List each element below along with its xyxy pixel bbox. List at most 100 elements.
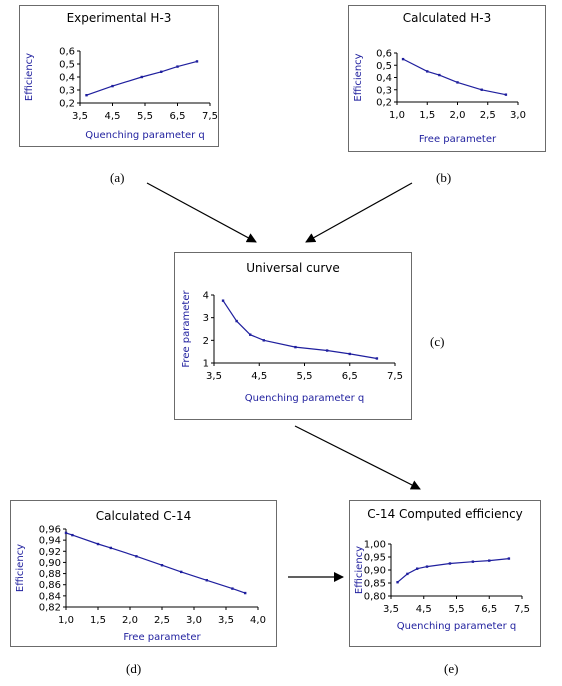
x-tick-label: 4,5 [251, 371, 267, 382]
y-tick-label: 3 [203, 313, 209, 324]
data-point [96, 542, 100, 546]
data-point [71, 533, 74, 537]
x-axis-label: Quenching parameter q [245, 393, 365, 404]
panel-a-box: Experimental H-3 0,2 0,3 0,4 0,5 0,6 3,5 4,5 5,… [19, 5, 219, 147]
data-point [85, 94, 88, 97]
series-line [402, 58, 507, 96]
x-tick-label: 7,5 [202, 111, 218, 122]
panel-c-title: Universal curve [246, 261, 340, 275]
x-tick-label: 3,5 [383, 604, 399, 615]
data-point [488, 559, 491, 562]
x-tick-label: 4,5 [105, 111, 121, 122]
data-point [180, 570, 183, 574]
x-tick-label: 2,5 [480, 110, 496, 121]
panel-b-title: Calculated H-3 [402, 11, 492, 25]
arrow-a-to-c [146, 182, 257, 243]
data-point [448, 562, 452, 565]
data-point [205, 579, 208, 582]
data-point [64, 531, 68, 535]
y-tick-label: 0,6 [59, 47, 75, 58]
panel-c-box: Universal curve 1 2 3 4 3,5 4,5 5,5 6,5 7,5 Quenc… [174, 252, 412, 420]
y-tick-label: 0,5 [376, 61, 392, 72]
y-tick-label: 0,4 [59, 73, 75, 84]
x-tick-label: 1,5 [90, 615, 106, 626]
data-point [456, 81, 459, 84]
y-axis-label: Efficiency [15, 544, 26, 592]
data-point [135, 555, 138, 558]
data-point [160, 564, 164, 567]
data-point [221, 299, 225, 302]
data-point [262, 339, 265, 342]
y-tick-label: 0,2 [376, 98, 392, 109]
x-tick-label: 2,0 [122, 615, 138, 626]
y-tick-label: 0,82 [39, 603, 61, 614]
x-tick-label: 7,5 [514, 604, 530, 615]
data-point [109, 546, 112, 550]
x-tick-label: 3,5 [72, 111, 88, 122]
x-axis-label: Free parameter [123, 632, 201, 643]
x-tick-label: 7,5 [387, 371, 403, 382]
data-point [375, 357, 379, 360]
data-point [426, 70, 429, 73]
x-tick-label: 3,5 [218, 615, 234, 626]
panel-e-chart: 0,80 0,85 0,90 0,95 1,00 3,5 4,5 5,5 6,5 7,5 Quenc… [354, 540, 530, 633]
x-tick-label: 2,5 [154, 615, 170, 626]
x-axis-label: Quenching parameter q [397, 621, 517, 632]
panel-b-box: Calculated H-3 0,2 0,3 0,4 0,5 0,6 1,0 1,5 2,0 2… [348, 5, 546, 152]
label-c: (c) [430, 334, 445, 349]
y-tick-label: 0,94 [39, 536, 61, 547]
y-tick-label: 2 [203, 336, 209, 347]
data-point [140, 75, 143, 79]
series-line [397, 558, 509, 583]
series-line [86, 60, 198, 96]
data-point [348, 352, 351, 356]
y-tick-label: 0,90 [39, 558, 61, 569]
y-tick-label: 0,2 [59, 99, 75, 110]
panel-e-title: C-14 Computed efficiency [367, 507, 523, 521]
y-tick-label: 1 [203, 359, 209, 370]
x-tick-label: 5,5 [297, 371, 313, 382]
y-tick-label: 0,92 [39, 547, 61, 558]
data-point [294, 345, 297, 349]
y-tick-label: 0,6 [376, 49, 392, 60]
data-point [235, 319, 238, 323]
x-tick-label: 1,5 [419, 110, 435, 121]
data-point [425, 565, 429, 568]
y-tick-label: 0,3 [59, 86, 75, 97]
data-point [401, 57, 405, 61]
series-line [65, 532, 246, 594]
y-axis-label: Free parameter [181, 290, 192, 368]
arrow-b-to-c [305, 182, 413, 243]
y-tick-label: 0,95 [364, 553, 386, 564]
data-point [231, 587, 234, 590]
y-tick-label: 0,5 [59, 60, 75, 71]
x-tick-label: 6,5 [342, 371, 358, 382]
data-point [438, 73, 441, 77]
y-tick-label: 0,80 [364, 592, 386, 603]
data-point [406, 572, 409, 576]
data-point [111, 84, 114, 88]
data-point [504, 93, 508, 96]
data-point [160, 70, 163, 73]
y-tick-label: 1,00 [364, 540, 386, 551]
label-e: (e) [444, 661, 459, 676]
y-axis-label: Efficiency [354, 546, 365, 594]
y-tick-label: 4 [203, 291, 209, 302]
data-point [249, 333, 252, 336]
panel-d-title: Calculated C-14 [95, 509, 192, 523]
y-tick-label: 0,84 [39, 591, 61, 602]
panel-a-chart: 0,2 0,3 0,4 0,5 0,6 3,5 4,5 5,5 6,5 7,5 Quenching … [24, 47, 218, 142]
data-point [325, 349, 329, 352]
y-tick-label: 0,96 [39, 525, 61, 536]
data-point [507, 557, 511, 560]
data-point [471, 560, 475, 563]
x-axis-label: Free parameter [419, 134, 497, 145]
label-d: (d) [126, 661, 142, 676]
y-tick-label: 0,90 [364, 566, 386, 577]
panel-e-box: C-14 Computed efficiency 0,80 0,85 0,90 0,9… [349, 500, 541, 647]
y-tick-label: 0,4 [376, 73, 392, 84]
x-tick-label: 3,0 [510, 110, 526, 121]
x-tick-label: 1,0 [58, 615, 74, 626]
data-point [396, 581, 399, 584]
